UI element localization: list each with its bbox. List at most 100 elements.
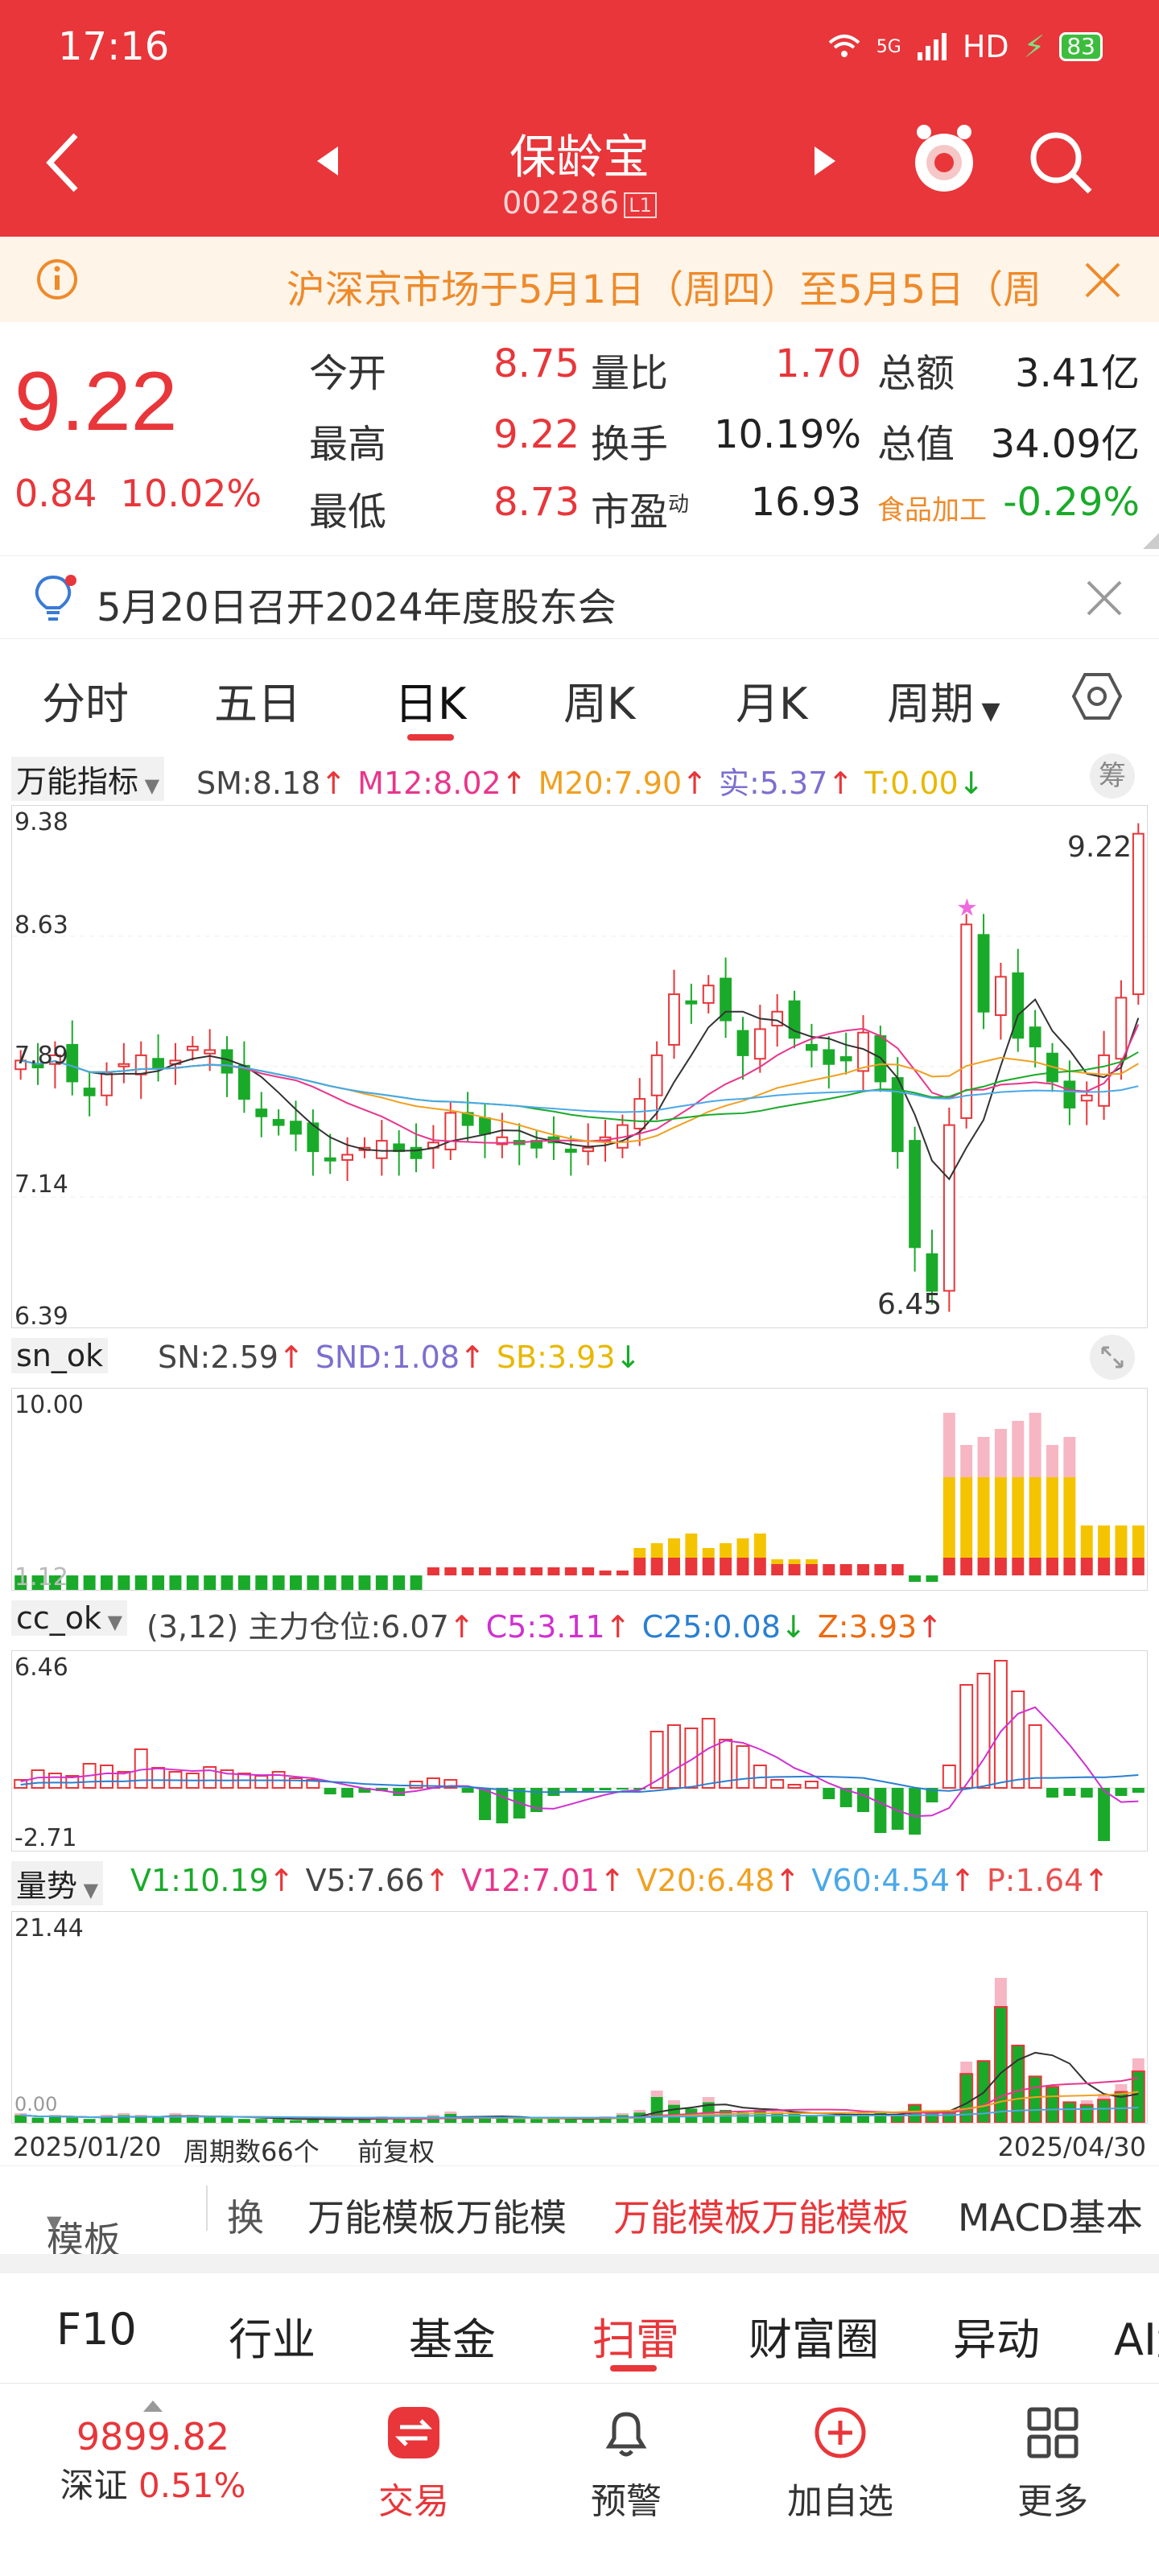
sn-indicator-name[interactable]: sn_ok [11, 1338, 109, 1373]
indicator-value-5: P:1.64↑ [986, 1863, 1110, 1898]
candle-body [823, 1049, 835, 1065]
adjust-mode[interactable]: 前复权 [357, 2136, 435, 2167]
sn-bar-down [375, 1575, 388, 1590]
cc-bar-up [306, 1779, 320, 1789]
next-stock-icon[interactable] [813, 147, 835, 175]
sn-bar-red [720, 1558, 732, 1575]
tab-week-k[interactable]: 周K [563, 679, 636, 729]
market-notice-bar[interactable]: 沪深京市场于5月1日（周四）至5月5日（周 [0, 237, 1159, 322]
sn-bar-down [204, 1575, 217, 1590]
indicator-value-1: M12:8.02↑ [357, 766, 527, 801]
candle-body [324, 1157, 336, 1162]
sn-bar-red [1132, 1558, 1145, 1575]
quote-label-8[interactable]: 食品加工 [877, 494, 987, 526]
event-bar[interactable]: 5月20日召开2024年度股东会 [0, 555, 1159, 639]
sn-bar-yellow [788, 1559, 801, 1564]
cc-chart[interactable] [11, 1650, 1148, 1852]
settings-hexagon-icon[interactable] [1070, 670, 1124, 723]
index-widget[interactable]: 9899.82 深证 0.51% [32, 2400, 274, 2508]
tab-month-k[interactable]: 月K [736, 679, 808, 729]
ftab-risk-scan[interactable]: 扫雷 [592, 2314, 679, 2365]
cc-bar-down [375, 1788, 388, 1791]
tab-day-k[interactable]: 日K [394, 679, 467, 729]
vol-bar [599, 2117, 612, 2123]
trend-arrow-icon: ↑ [682, 766, 707, 801]
cc-indicator-selector[interactable]: cc_ok ▼ [11, 1600, 128, 1636]
nav-more[interactable]: 更多 [972, 2405, 1133, 2524]
template-item-2-active[interactable]: 万能模板万能模板 [613, 2196, 909, 2240]
sn-bar-red [496, 1567, 509, 1575]
candle-body [926, 1253, 938, 1292]
ftab-community[interactable]: 财富圈 [749, 2314, 879, 2365]
ftab-f10[interactable]: F10 [56, 2304, 137, 2355]
sn-bar-down [169, 1575, 182, 1590]
bottom-nav: 9899.82 深证 0.51% 交易 预警 加自选 更多 [0, 2383, 1159, 2576]
template-item-3[interactable]: MACD基本 [958, 2196, 1143, 2240]
prev-stock-icon[interactable] [317, 147, 340, 175]
grid-icon [1027, 2407, 1079, 2458]
cc-bar-up [203, 1766, 217, 1789]
cc-bar-down [839, 1788, 852, 1807]
nav-trade[interactable]: 交易 [333, 2405, 494, 2524]
swap-template-button[interactable]: 换 [227, 2196, 264, 2240]
vol-bar [410, 2119, 423, 2123]
candle-body [668, 993, 680, 1046]
cc-bar-up [770, 1779, 785, 1789]
candle-body [272, 1119, 285, 1126]
ftab-industry[interactable]: 行业 [229, 2314, 316, 2365]
vol-bar-highlight [753, 2108, 766, 2112]
vol-bar [564, 2119, 577, 2123]
trend-arrow-icon: ↓ [780, 1609, 806, 1645]
sn-bar-red [753, 1558, 766, 1575]
close-event-icon[interactable] [1085, 579, 1124, 617]
index-name: 深证 [60, 2466, 128, 2505]
nav-alert[interactable]: 预警 [546, 2405, 707, 2524]
cc-bar-down [324, 1788, 336, 1794]
quote-value-6: 8.73 [493, 480, 580, 525]
chevron-down-icon: ▼ [77, 1879, 99, 1901]
sn-chart[interactable] [11, 1388, 1148, 1591]
trend-arrow-icon: ↑ [424, 1863, 451, 1898]
main-indicator-selector[interactable]: 万能指标 ▼ [11, 757, 165, 801]
expand-icon[interactable] [1090, 1335, 1135, 1380]
function-tabs: F10 行业 基金 扫雷 财富圈 异动 AI盘 [0, 2273, 1159, 2378]
template-item-1[interactable]: 万能模板万能模 [307, 2196, 567, 2240]
ftab-ai[interactable]: AI盘 [1114, 2314, 1159, 2365]
cc-bar-down [599, 1788, 612, 1790]
candle-body [118, 1063, 130, 1067]
sn-bar-yellow [994, 1477, 1007, 1558]
sn-bar-yellow [736, 1538, 749, 1558]
vol-bar [942, 2112, 955, 2123]
candle-body [1080, 1094, 1093, 1102]
mascot-icon[interactable] [908, 121, 980, 198]
quote-label-2: 总额 [877, 351, 955, 396]
chip-distribution-button[interactable]: 筹 [1090, 753, 1135, 799]
sn-bar-red [461, 1567, 474, 1575]
nav-add-watchlist[interactable]: 加自选 [760, 2405, 921, 2524]
active-tab-indicator [407, 734, 454, 741]
sn-svg [14, 1413, 1145, 1590]
trend-arrow-icon: ↑ [599, 1863, 625, 1898]
volume-chart[interactable] [11, 1911, 1148, 2124]
search-icon[interactable] [1027, 129, 1095, 196]
template-bar: 模板 ▼ 换 万能模板万能模 万能模板万能模板 MACD基本 [0, 2165, 1159, 2262]
main-indicator-header: 万能指标 ▼ SM:8.18↑ M12:8.02↑ M20:7.90↑ 实:5.37↑… [0, 752, 1159, 803]
ftab-fund[interactable]: 基金 [409, 2314, 496, 2365]
tab-fenshi[interactable]: 分时 [42, 679, 129, 729]
tab-period[interactable]: 周期 ▼ [887, 668, 1000, 732]
current-price: 9.22 [14, 355, 178, 448]
kline-chart[interactable]: ★ [11, 805, 1148, 1328]
trend-arrow-icon: ↓ [615, 1340, 641, 1375]
section-divider [0, 2254, 1159, 2273]
chart-period-tabs: 分时 五日 日K 周K 月K 周期 ▼ [0, 647, 1159, 744]
close-notice-icon[interactable] [1083, 261, 1122, 299]
back-arrow-icon[interactable] [45, 132, 80, 193]
quote-value-5: 34.09亿 [990, 422, 1140, 467]
sn-bar-down [31, 1575, 44, 1590]
vol-bar-highlight [771, 2110, 784, 2113]
vol-indicator-selector[interactable]: 量势 ▼ [11, 1861, 104, 1905]
network-label: 5G [876, 36, 901, 57]
tab-wuri[interactable]: 五日 [214, 679, 301, 729]
ftab-anomaly[interactable]: 异动 [953, 2314, 1040, 2365]
quote-label-0: 今开 [309, 351, 387, 396]
